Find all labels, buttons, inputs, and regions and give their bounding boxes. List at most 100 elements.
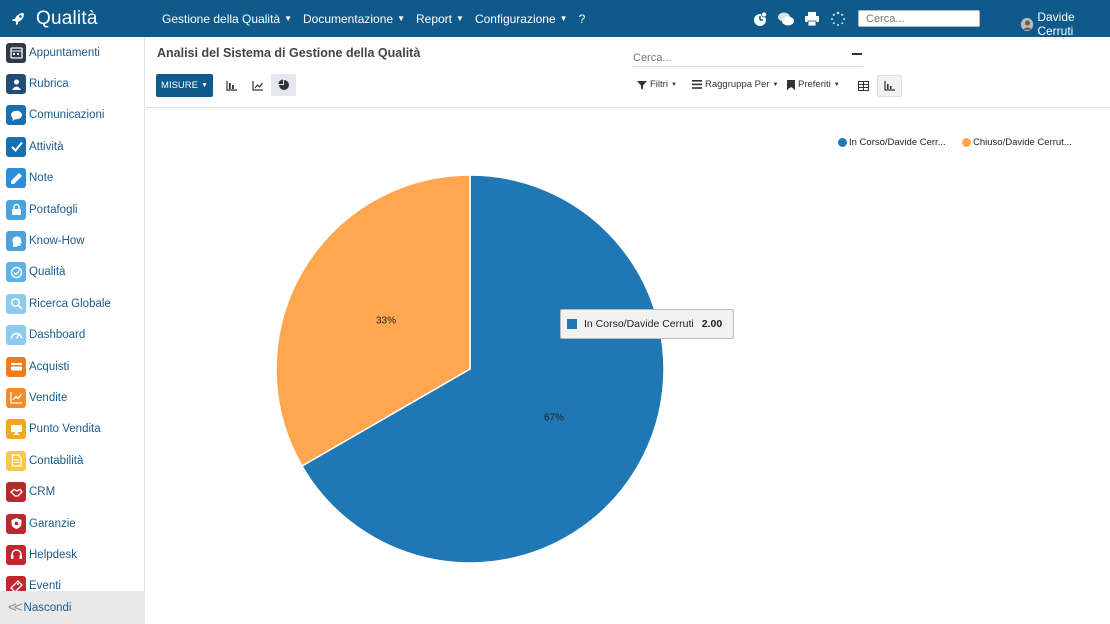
monitor-icon — [6, 419, 26, 440]
sidebar-item-label: Garanzie — [29, 517, 76, 530]
caret-down-icon: ▼ — [559, 14, 568, 23]
pie-slice[interactable] — [275, 174, 471, 468]
sidebar-item[interactable]: Portafogli — [0, 194, 144, 225]
legend-swatch — [838, 138, 847, 147]
sidebar-item[interactable]: Punto Vendita — [0, 414, 144, 445]
sidebar-item-label: Comunicazioni — [29, 109, 105, 122]
chart-icon — [6, 387, 26, 408]
top-menu-item[interactable]: Documentazione ▼ — [303, 12, 405, 26]
sidebar-item[interactable]: Acquisti — [0, 351, 144, 382]
misure-button[interactable]: MISURE ▼ — [156, 74, 213, 97]
sidebar-item[interactable]: Contabilità — [0, 445, 144, 476]
top-menu-item[interactable]: Gestione della Qualità ▼ — [162, 12, 292, 26]
top-menu-item[interactable]: Report ▼ — [416, 12, 464, 26]
sidebar-item-label: CRM — [29, 486, 56, 499]
sidebar-item[interactable]: Garanzie — [0, 508, 144, 539]
pie-chart-area: In Corso/Davide Cerr... Chiuso/Davide Ce… — [146, 108, 1110, 624]
caret-down-icon: ▼ — [772, 81, 779, 88]
activity-clock-icon[interactable] — [750, 9, 770, 29]
legend-swatch — [962, 138, 971, 147]
sidebar-item[interactable]: Dashboard — [0, 320, 144, 351]
app-brand[interactable]: Qualità — [0, 0, 150, 37]
sidebar-item[interactable]: Comunicazioni — [0, 100, 144, 131]
sidebar-item[interactable]: Appuntamenti — [0, 37, 144, 68]
group-by-label: Raggruppa Per — [705, 79, 770, 90]
hide-sidebar-button[interactable]: << Nascondi — [0, 591, 145, 624]
caret-down-icon: ▼ — [833, 81, 840, 88]
calendar-icon — [6, 42, 26, 63]
global-search-input[interactable] — [858, 10, 980, 27]
favorites-button[interactable]: Preferiti ▼ — [787, 79, 840, 90]
sidebar-item[interactable]: CRM — [0, 476, 144, 507]
sidebar-item-label: Eventi — [29, 580, 61, 593]
sidebar-item[interactable]: Attività — [0, 131, 144, 162]
sidebar-item[interactable]: Ricerca Globale — [0, 288, 144, 319]
pivot-view-button[interactable] — [851, 75, 876, 97]
top-menu-item[interactable]: Configurazione ▼ — [475, 12, 568, 26]
filters-button[interactable]: Filtri ▼ — [637, 79, 677, 90]
sidebar-item-label: Helpdesk — [29, 548, 77, 561]
sidebar-item[interactable]: Vendite — [0, 382, 144, 413]
search-icon — [6, 293, 26, 314]
control-panel: Analisi del Sistema di Gestione della Qu… — [146, 37, 1110, 108]
pie-slice[interactable] — [300, 174, 665, 564]
sidebar-item-label: Acquisti — [29, 360, 70, 373]
contacts-icon — [6, 74, 26, 95]
legend-label: Chiuso/Davide Cerrut... — [973, 137, 1072, 148]
top-menu-label: ? — [578, 11, 586, 26]
systray — [750, 0, 854, 37]
minimize-icon[interactable] — [852, 53, 862, 55]
app-sidebar: Appuntamenti Rubrica Comunicazioni Attività… — [0, 37, 145, 624]
tooltip-swatch — [567, 319, 577, 329]
tooltip-label: In Corso/Davide Cerruti — [584, 318, 694, 330]
pie-slice-label: 67% — [544, 413, 564, 424]
top-menu-item[interactable]: ? — [579, 12, 586, 26]
shield-icon — [6, 513, 26, 534]
chat-icon — [6, 105, 26, 126]
bar-chart-button[interactable] — [219, 74, 244, 96]
graph-view-button[interactable] — [877, 75, 902, 97]
chart-tooltip: In Corso/Davide Cerruti 2.00 — [560, 309, 734, 339]
line-chart-button[interactable] — [245, 74, 270, 96]
tooltip-value: 2.00 — [701, 318, 723, 330]
page-title: Analisi del Sistema di Gestione della Qu… — [157, 46, 421, 60]
sidebar-item[interactable]: Know-How — [0, 225, 144, 256]
card-icon — [6, 356, 26, 377]
headset-icon — [6, 544, 26, 565]
note-icon — [6, 168, 26, 189]
legend-item-chiuso[interactable]: Chiuso/Davide Cerrut... — [962, 137, 1072, 148]
table-icon — [858, 81, 869, 91]
user-menu[interactable]: Davide Cerruti — [1021, 10, 1110, 38]
group-by-button[interactable]: Raggruppa Per ▼ — [692, 79, 778, 90]
caret-down-icon: ▼ — [670, 81, 677, 88]
sidebar-item-label: Punto Vendita — [29, 423, 101, 436]
sidebar-item[interactable]: Qualità — [0, 257, 144, 288]
lock-icon — [6, 199, 26, 220]
line-chart-icon — [251, 80, 263, 91]
sidebar-item-label: Rubrica — [29, 78, 69, 91]
top-navbar: Qualità Gestione della Qualità ▼ Documenta… — [0, 0, 1110, 38]
dashboard-icon — [6, 325, 26, 346]
quality-icon — [6, 262, 26, 283]
caret-down-icon: ▼ — [201, 82, 208, 89]
legend-item-in-corso[interactable]: In Corso/Davide Cerr... — [838, 137, 946, 148]
top-menu-label: Gestione della Qualità — [162, 11, 281, 26]
printer-icon[interactable] — [802, 9, 822, 29]
check-icon — [6, 136, 26, 157]
sidebar-item-label: Dashboard — [29, 329, 86, 342]
bookmark-icon — [787, 79, 795, 90]
sidebar-item-label: Note — [29, 172, 54, 185]
sidebar-item-label: Vendite — [29, 391, 68, 404]
list-icon — [692, 80, 702, 89]
sidebar-item[interactable]: Helpdesk — [0, 539, 144, 570]
chat-bubbles-icon[interactable] — [776, 9, 796, 29]
sidebar-item[interactable]: Note — [0, 163, 144, 194]
pie-chart-icon — [278, 79, 289, 90]
app-title: Qualità — [36, 7, 98, 29]
sidebar-item[interactable]: Rubrica — [0, 68, 144, 99]
head-icon — [6, 231, 26, 252]
search-input[interactable] — [633, 49, 863, 67]
pie-chart-button[interactable] — [271, 74, 296, 96]
user-name: Davide Cerruti — [1037, 10, 1075, 38]
sidebar-item-label: Know-How — [29, 235, 85, 248]
